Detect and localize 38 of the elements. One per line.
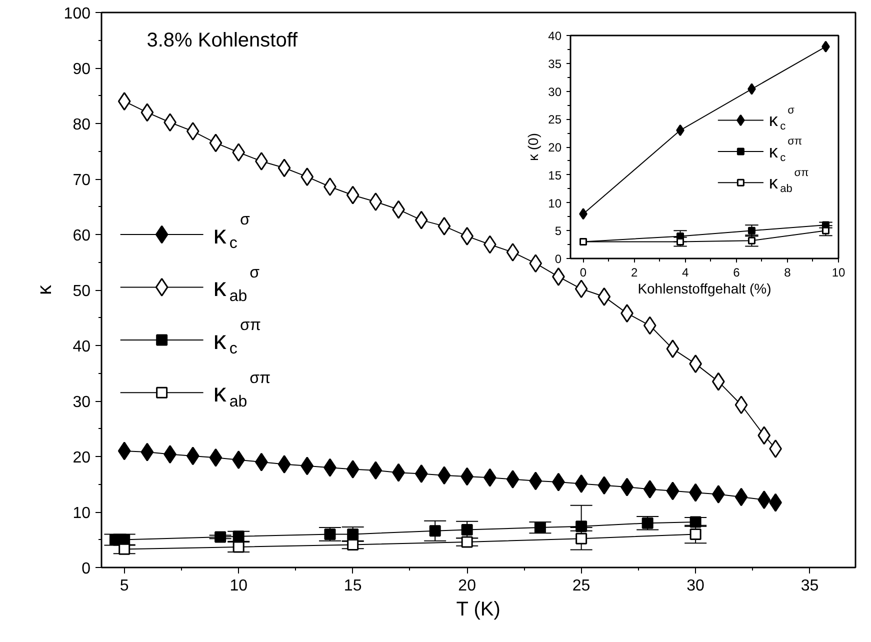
y-tick-label: 35 (548, 56, 562, 71)
y-tick-label: 15 (548, 168, 562, 182)
y-tick-label: 10 (548, 196, 562, 210)
x-tick-label: 35 (800, 578, 819, 594)
x-tick-label: 25 (572, 578, 590, 594)
x-tick-label: 30 (686, 578, 705, 594)
y-tick-label: 60 (72, 228, 91, 244)
y-tick-label: 10 (72, 505, 91, 522)
y-tick-label: 20 (72, 450, 91, 466)
x-tick-label: 10 (832, 266, 846, 280)
y-tick-label: 80 (72, 116, 91, 134)
x-tick-label: 6 (733, 266, 740, 280)
y-tick-label: 40 (72, 338, 91, 356)
x-tick-label: 8 (784, 266, 792, 280)
x-axis-title: T (K) (456, 598, 500, 620)
x-axis-title: Kohlenstoffgehalt (%) (638, 280, 772, 296)
y-tick-label: 30 (72, 394, 91, 411)
y-tick-label: 30 (548, 84, 562, 99)
y-tick-label: 0 (554, 252, 562, 266)
x-tick-label: 2 (630, 266, 638, 280)
y-tick-label: 40 (548, 29, 562, 43)
annotation: 3.8% Kohlenstoff (146, 29, 298, 52)
y-tick-label: 5 (554, 224, 562, 238)
x-tick-label: 10 (230, 578, 248, 594)
x-tick-label: 15 (344, 578, 362, 594)
x-tick-label: 5 (120, 578, 129, 594)
y-tick-label: 0 (82, 560, 91, 578)
y-tick-label: 70 (72, 172, 91, 189)
y-tick-label: 20 (548, 140, 562, 154)
x-tick-label: 0 (580, 266, 587, 280)
x-tick-label: 20 (458, 578, 476, 594)
x-tick-label: 4 (682, 266, 690, 280)
y-axis-title: κ (0) (525, 133, 542, 161)
y-tick-label: 90 (72, 61, 91, 78)
y-tick-label: 25 (548, 112, 562, 127)
y-tick-label: 50 (72, 283, 91, 300)
y-tick-label: 100 (64, 6, 91, 22)
y-axis-title: κ (34, 284, 56, 295)
